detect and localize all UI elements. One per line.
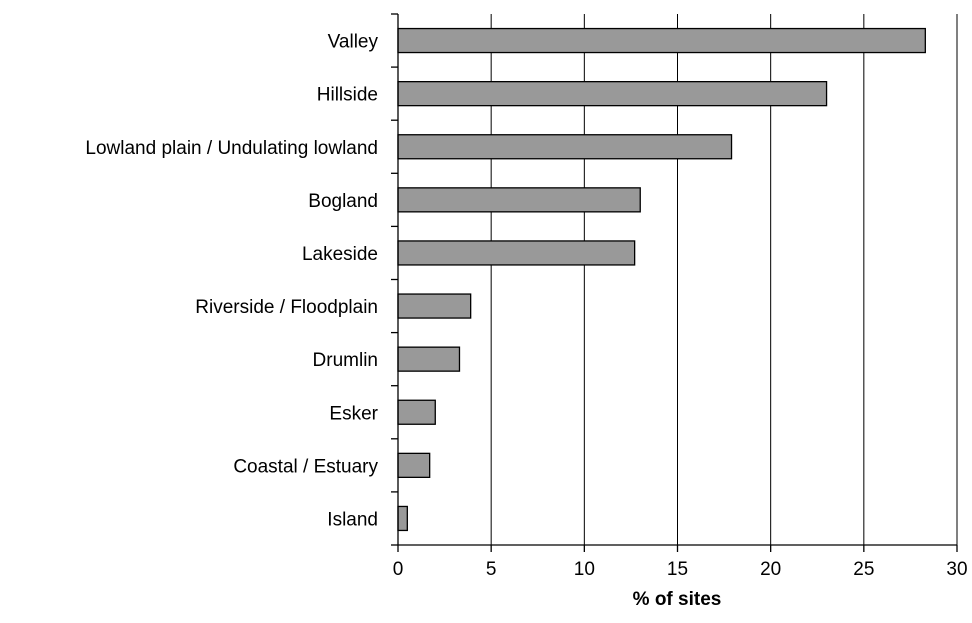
category-label-3: Bogland: [308, 191, 378, 212]
x-tick-label-25: 25: [853, 559, 874, 580]
axes: [391, 13, 958, 552]
x-tick-label-10: 10: [574, 559, 595, 580]
bar-3: [397, 187, 641, 213]
bar-2: [397, 134, 733, 160]
x-tick-label-30: 30: [946, 559, 967, 580]
x-tick-label-5: 5: [486, 559, 497, 580]
x-tick-labels: 0 5 10 15 20 25 30: [393, 559, 968, 580]
x-tick-label-15: 15: [667, 559, 688, 580]
x-tick-label-0: 0: [393, 559, 404, 580]
bar-8: [397, 452, 431, 479]
category-label-5: Riverside / Floodplain: [195, 297, 378, 318]
bars: [397, 27, 926, 532]
category-label-4: Lakeside: [302, 244, 378, 265]
bar-1: [397, 81, 828, 107]
category-label-0: Valley: [328, 32, 379, 53]
bar-0: [397, 27, 926, 54]
x-tick-label-20: 20: [760, 559, 781, 580]
category-label-2: Lowland plain / Undulating lowland: [85, 138, 378, 159]
category-label-9: Island: [327, 509, 378, 530]
x-axis-title: % of sites: [633, 589, 722, 610]
bar-9: [397, 505, 408, 532]
category-labels: Valley Hillside Lowland plain / Undulating…: [85, 32, 378, 531]
bar-4: [397, 240, 636, 266]
bar-5: [397, 293, 472, 319]
category-label-8: Coastal / Estuary: [233, 456, 378, 477]
category-label-6: Drumlin: [313, 350, 378, 371]
category-label-1: Hillside: [317, 85, 378, 106]
bar-7: [397, 399, 436, 425]
category-label-7: Esker: [329, 403, 378, 424]
bar-6: [397, 346, 461, 372]
